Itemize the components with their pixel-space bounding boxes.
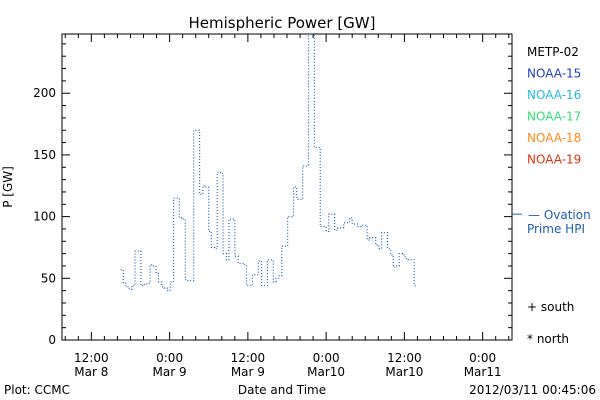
x-tick-date-label: Mar 9 bbox=[153, 365, 187, 379]
x-axis-label: Date and Time bbox=[238, 383, 326, 397]
south-marker-label: + south bbox=[527, 300, 574, 314]
legend-item-metp-02: METP-02 bbox=[527, 45, 579, 59]
x-tick-date-label: Mar 9 bbox=[231, 365, 265, 379]
legend-item-noaa-19: NOAA-19 bbox=[527, 153, 581, 167]
plot-credit: Plot: CCMC bbox=[4, 383, 70, 397]
y-tick-label: 150 bbox=[33, 148, 56, 162]
x-tick-date-label: Mar11 bbox=[464, 365, 502, 379]
ovation-legend-line2: Prime HPI bbox=[527, 222, 585, 236]
x-tick-date-label: Mar10 bbox=[385, 365, 423, 379]
legend-item-noaa-18: NOAA-18 bbox=[527, 131, 581, 145]
x-tick-time-label: 0:00 bbox=[313, 351, 340, 365]
plot-timestamp: 2012/03/11 00:45:06 bbox=[469, 383, 596, 397]
series-layer bbox=[120, 33, 417, 292]
legend-item-noaa-16: NOAA-16 bbox=[527, 88, 581, 102]
y-tick-label: 100 bbox=[33, 210, 56, 224]
x-tick-time-label: 0:00 bbox=[469, 351, 496, 365]
y-axis-label: P [GW] bbox=[1, 166, 15, 208]
y-tick-label: 200 bbox=[33, 86, 56, 100]
legend-item-noaa-17: NOAA-17 bbox=[527, 110, 581, 124]
north-marker-label: * north bbox=[527, 332, 569, 346]
legend-item-noaa-15: NOAA-15 bbox=[527, 67, 581, 81]
x-tick-time-label: 0:00 bbox=[156, 351, 183, 365]
x-tick-date-label: Mar10 bbox=[307, 365, 345, 379]
satellite-legend: METP-02 NOAA-15 NOAA-16 NOAA-17 NOAA-18 NOAA-… bbox=[527, 45, 581, 167]
y-axis: 0 50 100 150 200 bbox=[33, 43, 512, 347]
y-tick-label: 0 bbox=[48, 333, 56, 347]
chart-title: Hemispheric Power [GW] bbox=[189, 14, 376, 32]
plot-frame bbox=[61, 33, 513, 341]
x-tick-time-label: 12:00 bbox=[231, 351, 266, 365]
x-tick-time-label: 12:00 bbox=[387, 351, 422, 365]
x-tick-time-label: 12:00 bbox=[74, 351, 109, 365]
series-line-ovation bbox=[120, 33, 417, 292]
y-tick-label: 50 bbox=[41, 271, 56, 285]
x-tick-date-label: Mar 8 bbox=[74, 365, 108, 379]
ovation-legend-line1: — Ovation bbox=[528, 208, 591, 222]
